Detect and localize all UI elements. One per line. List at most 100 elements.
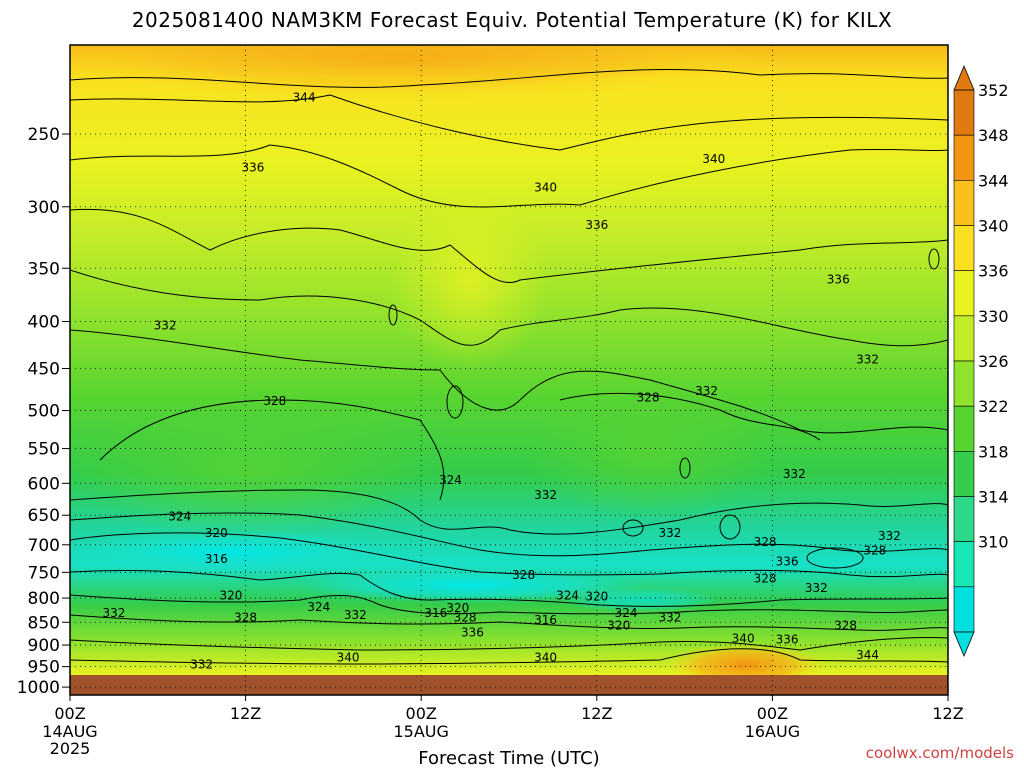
- contour-label: 332: [102, 606, 125, 620]
- colorbar-swatch: [953, 405, 975, 452]
- contour-label: 332: [659, 611, 682, 625]
- colorbar-label: 326: [978, 352, 1009, 371]
- contour-label: 332: [878, 529, 901, 543]
- y-tick-label: 400: [28, 313, 60, 333]
- x-axis-label: Forecast Time (UTC): [418, 748, 599, 768]
- x-tick-label: 12Z: [581, 704, 612, 723]
- contour-label: 344: [293, 90, 316, 104]
- colorbar-label: 330: [978, 307, 1009, 326]
- contour-label: 344: [856, 648, 879, 662]
- contour-label: 340: [702, 152, 725, 166]
- contour-label: 332: [659, 526, 682, 540]
- contour-label: 324: [439, 473, 462, 487]
- mid-moist-region-left: [70, 400, 430, 540]
- dry-tongue: [390, 190, 550, 370]
- contour-label: 316: [534, 613, 557, 627]
- colorbar-swatch: [953, 315, 975, 362]
- y-tick-label: 450: [28, 360, 60, 380]
- colorbar-label: 314: [978, 488, 1009, 507]
- contour-label: 328: [512, 568, 535, 582]
- contour-label: 336: [241, 161, 264, 175]
- colorbar-swatch: [953, 180, 975, 226]
- x-tick-label: 12Z: [932, 704, 963, 723]
- contour-label: 324: [168, 509, 191, 523]
- contour-line: [70, 594, 948, 615]
- contour-line: [559, 392, 821, 441]
- contour-label: 340: [534, 181, 557, 195]
- contour-line: [70, 614, 948, 631]
- y-tick-label: 1000: [17, 678, 60, 698]
- upper-warm-region: [70, 45, 760, 100]
- contour-label: 328: [234, 611, 257, 625]
- colorbar-swatch: [953, 586, 975, 633]
- contour-loop: [446, 385, 464, 419]
- contour-line: [70, 94, 948, 151]
- y-tick-label: 750: [28, 563, 60, 583]
- contour-line: [70, 637, 948, 651]
- contour-label: 328: [863, 543, 886, 557]
- mid-moist-region-right: [530, 380, 770, 520]
- colorbar-swatch: [953, 496, 975, 542]
- colorbar-swatch: [953, 451, 975, 497]
- colorbar-label: 318: [978, 442, 1009, 461]
- contour-label: 336: [776, 633, 799, 647]
- low-theta-core-right: [560, 588, 720, 612]
- x-tick-label: 00Z: [757, 704, 788, 723]
- y-tick-label: 850: [28, 613, 60, 633]
- contour-line: [70, 648, 948, 665]
- y-tick-label: 300: [28, 198, 60, 218]
- contour-label: 336: [776, 555, 799, 569]
- x-tick-sublabel: 16AUG: [745, 722, 800, 741]
- y-tick-label: 350: [28, 259, 60, 279]
- contour-line: [70, 208, 948, 284]
- contour-line: [70, 532, 948, 578]
- contour-label: 340: [337, 650, 360, 664]
- colorbar-label: 322: [978, 397, 1009, 416]
- contour-label: 336: [827, 273, 850, 287]
- contour-loop: [622, 519, 644, 537]
- contour-loop: [388, 304, 398, 326]
- contour-label: 336: [461, 625, 484, 639]
- colorbar-label: 336: [978, 262, 1009, 281]
- contour-line: [70, 69, 948, 88]
- low-theta-core-left: [70, 530, 400, 574]
- contour-line: [99, 399, 445, 501]
- contour-label: 328: [263, 394, 286, 408]
- contour-label: 316: [205, 552, 228, 566]
- colorbar-arrow-high: [953, 64, 975, 91]
- colorbar-label: 344: [978, 171, 1009, 190]
- contour-label: 340: [732, 631, 755, 645]
- y-tick-label: 500: [28, 402, 60, 422]
- contour-label: 340: [534, 650, 557, 664]
- contour-label: 320: [607, 619, 630, 633]
- x-tick-label: 00Z: [406, 704, 437, 723]
- colorbar-label: 310: [978, 533, 1009, 552]
- contour-label: 328: [754, 572, 777, 586]
- contour-label: 332: [783, 467, 806, 481]
- y-tick-label: 250: [28, 125, 60, 145]
- colorbar-swatch: [953, 134, 975, 181]
- contour-line: [70, 512, 948, 557]
- x-tick-label: 12Z: [230, 704, 261, 723]
- contour-label: 324: [556, 589, 579, 603]
- contour-label: 324: [307, 600, 330, 614]
- contour-label: 328: [454, 611, 477, 625]
- colorbar-swatch: [953, 360, 975, 407]
- colorbar-arrow-low: [953, 631, 975, 658]
- contour-label: 332: [695, 384, 718, 398]
- colorbar-label: 348: [978, 126, 1009, 145]
- below-ground-mask: [70, 675, 948, 695]
- x-tick-sublabel: 2025: [50, 739, 91, 758]
- y-tick-label: 800: [28, 589, 60, 609]
- contour-label: 320: [220, 589, 243, 603]
- contour-line: [70, 489, 948, 535]
- contour-label: 332: [805, 581, 828, 595]
- contour-loop: [679, 457, 691, 479]
- colorbar-label: 352: [978, 81, 1009, 100]
- contour-label: 332: [190, 658, 213, 672]
- contour-loop: [928, 248, 940, 270]
- contour-label: 320: [446, 601, 469, 615]
- contour-label: 332: [154, 319, 177, 333]
- contour-label: 320: [585, 590, 608, 604]
